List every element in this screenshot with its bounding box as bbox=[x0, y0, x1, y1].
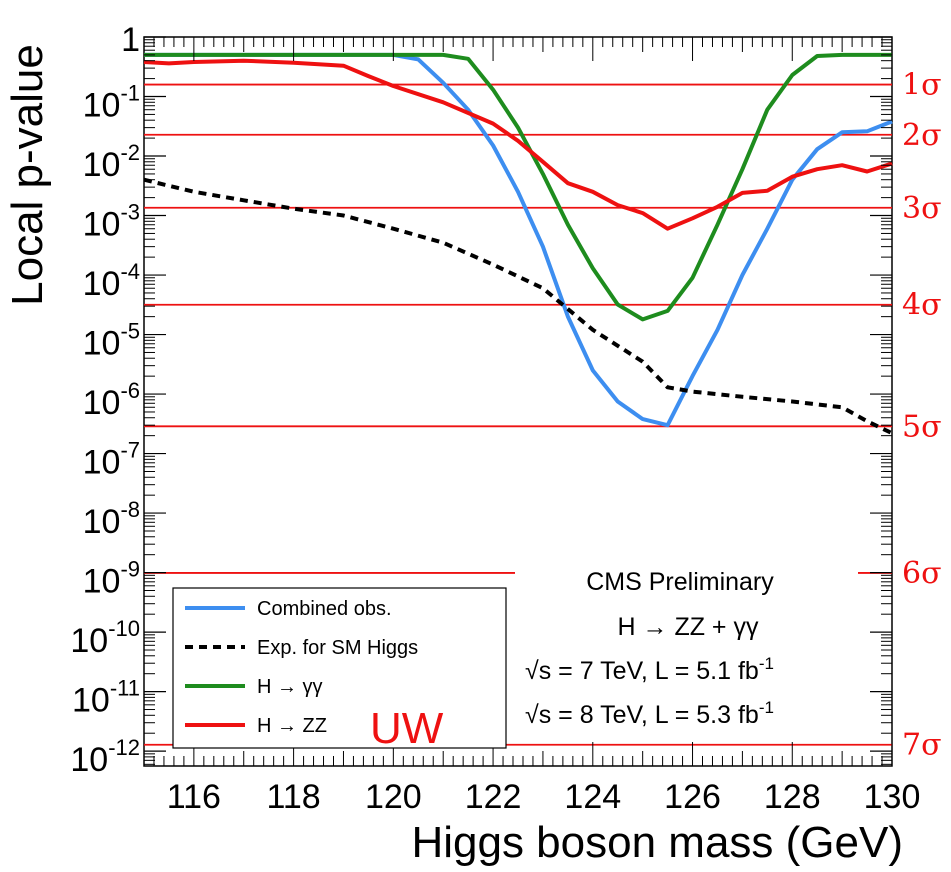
annotation-7tev-sup: -1 bbox=[759, 654, 774, 673]
y-tick-label: 10-8 bbox=[83, 497, 140, 541]
y-tick-label: 10-2 bbox=[83, 140, 140, 184]
series-lines bbox=[143, 52, 893, 436]
series-line bbox=[144, 52, 892, 322]
y-tick-label: 1 bbox=[121, 21, 140, 59]
annotation-7tev-root: √s bbox=[525, 657, 551, 685]
axis-ticks bbox=[143, 36, 893, 766]
sigma-label: 2σ bbox=[902, 118, 942, 153]
legend: Combined obs. Exp. for SM Higgs H → γγ H → … bbox=[172, 587, 507, 749]
annotation-8tev-root: √s bbox=[525, 701, 551, 729]
y-tick-label: 10-3 bbox=[83, 200, 140, 244]
series-line bbox=[143, 58, 893, 231]
y-tick-label: 10-4 bbox=[83, 259, 140, 303]
x-tick-label: 120 bbox=[365, 778, 422, 816]
legend-box bbox=[172, 587, 507, 749]
annotation-8tev: √s = 8 TeV, L = 5.3 fb-1 bbox=[525, 698, 774, 729]
annotation-7tev: √s = 7 TeV, L = 5.1 fb-1 bbox=[525, 654, 774, 685]
y-tick-label: 10-5 bbox=[83, 319, 140, 363]
x-tick-label: 124 bbox=[564, 778, 621, 816]
sigma-labels: 1σ 2σ 3σ 4σ 5σ 6σ 7σ bbox=[902, 68, 942, 763]
annotation-7tev-main: = 7 TeV, L = 5.1 fb bbox=[551, 657, 759, 685]
y-tick-label: 10-10 bbox=[70, 616, 140, 660]
sigma-label: 5σ bbox=[902, 409, 942, 444]
uw-watermark: UW bbox=[370, 704, 444, 753]
sigma-label: 3σ bbox=[902, 191, 942, 226]
annotation-block: CMS Preliminary H → ZZ + γγ √s = 7 TeV, … bbox=[525, 568, 774, 729]
x-axis-title: Higgs boson mass (GeV) bbox=[411, 818, 903, 867]
x-tick-label: 122 bbox=[465, 778, 522, 816]
x-tick-labels: 116 118 120 122 124 126 128 130 bbox=[167, 778, 921, 816]
sigma-label: 7σ bbox=[902, 728, 942, 763]
y-tick-label: 10-12 bbox=[70, 735, 140, 779]
x-tick-label: 116 bbox=[167, 778, 221, 816]
y-tick-label: 10-9 bbox=[83, 557, 140, 601]
plot-border bbox=[143, 36, 893, 767]
annotation-8tev-main: = 8 TeV, L = 5.3 fb bbox=[551, 701, 759, 729]
y-tick-label: 10-11 bbox=[72, 676, 140, 720]
plot-frame bbox=[143, 36, 893, 767]
series-line bbox=[143, 177, 893, 436]
series-line bbox=[144, 52, 893, 428]
sigma-label: 4σ bbox=[902, 288, 942, 323]
sigma-label: 6σ bbox=[902, 556, 942, 591]
sigma-label: 1σ bbox=[902, 68, 942, 103]
annotation-cms: CMS Preliminary bbox=[586, 568, 774, 596]
y-tick-label: 10-1 bbox=[83, 81, 140, 125]
y-axis-title: Local p-value bbox=[3, 44, 52, 306]
legend-label: Exp. for SM Higgs bbox=[257, 637, 418, 659]
annotation-8tev-sup: -1 bbox=[759, 698, 774, 717]
x-tick-label: 126 bbox=[664, 778, 721, 816]
x-tick-label: 128 bbox=[764, 778, 821, 816]
y-tick-labels: 1 10-1 10-2 10-3 10-4 10-5 10-6 10-7 10-8 10-9 10-… bbox=[70, 21, 140, 779]
legend-label: H → γγ bbox=[257, 676, 323, 698]
y-tick-label: 10-6 bbox=[83, 378, 140, 422]
legend-label: Combined obs. bbox=[257, 598, 392, 620]
legend-label: H → ZZ bbox=[257, 715, 327, 737]
x-tick-label: 118 bbox=[266, 778, 320, 816]
y-tick-label: 10-7 bbox=[83, 438, 140, 482]
x-tick-label: 130 bbox=[864, 778, 921, 816]
annotation-channel: H → ZZ + γγ bbox=[618, 613, 759, 641]
